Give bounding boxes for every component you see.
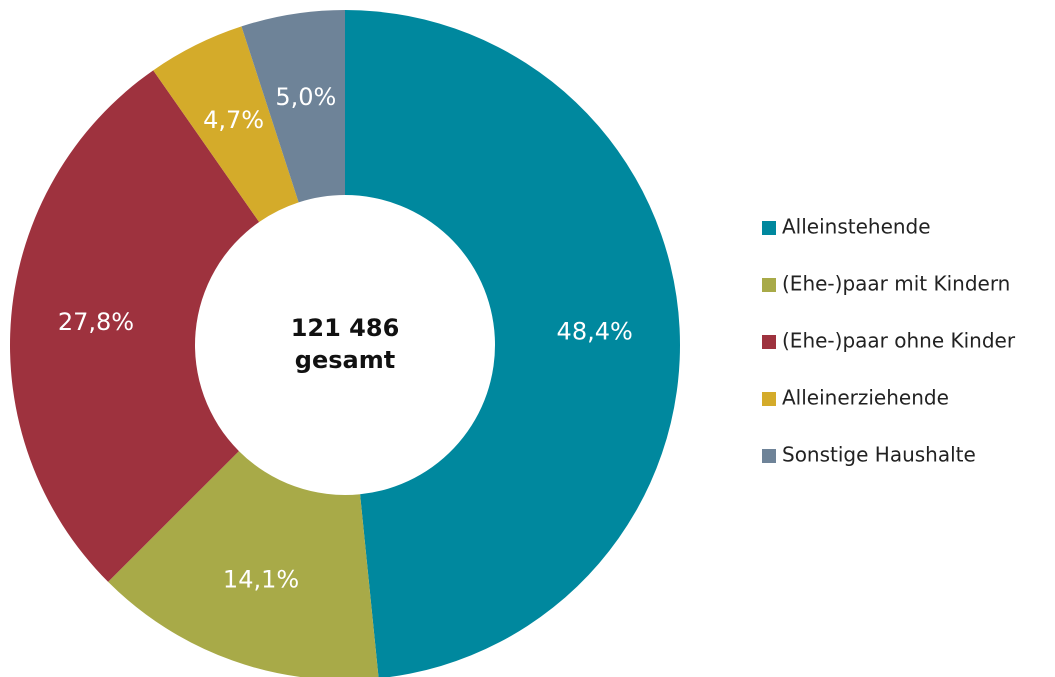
legend-swatch bbox=[762, 392, 776, 406]
legend-swatch bbox=[762, 278, 776, 292]
legend-label: Sonstige Haushalte bbox=[782, 443, 976, 467]
legend-swatch bbox=[762, 449, 776, 463]
value-label: 48,4% bbox=[557, 317, 633, 345]
value-label: 27,8% bbox=[58, 308, 134, 336]
value-label: 14,1% bbox=[223, 565, 299, 593]
legend-swatch bbox=[762, 335, 776, 349]
value-label: 5,0% bbox=[275, 83, 336, 111]
legend-label: Alleinstehende bbox=[782, 215, 931, 239]
donut-slice bbox=[241, 10, 345, 203]
donut-slice bbox=[9, 70, 260, 582]
center-total: 121 486 bbox=[291, 314, 400, 342]
legend-label: (Ehe-)paar ohne Kinder bbox=[782, 329, 1016, 353]
legend-label: Alleinerziehende bbox=[782, 386, 949, 410]
center-caption: gesamt bbox=[295, 346, 395, 374]
donut-slice bbox=[108, 451, 379, 677]
donut-slice bbox=[345, 10, 680, 677]
legend-swatch bbox=[762, 221, 776, 235]
legend-label: (Ehe-)paar mit Kindern bbox=[782, 272, 1010, 296]
donut-slice bbox=[153, 26, 299, 223]
value-label: 4,7% bbox=[203, 106, 264, 134]
